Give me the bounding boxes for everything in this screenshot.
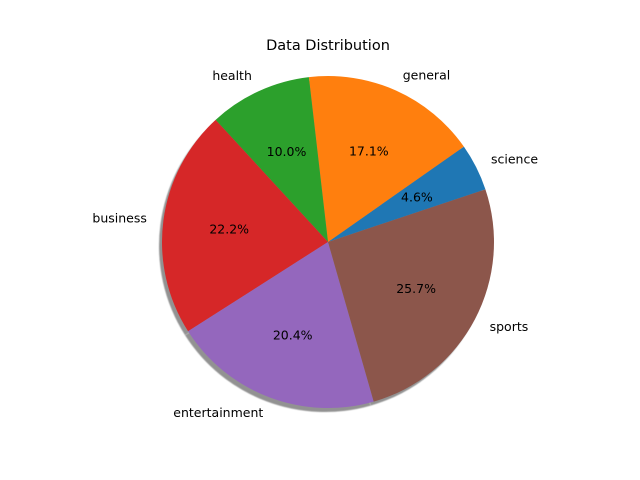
label-sports: sports	[490, 319, 529, 334]
percent-labels: 4.6% 17.1% 10.0% 22.2% 20.4% 25.7%	[209, 144, 436, 343]
label-business: business	[92, 210, 146, 225]
pie-slices	[162, 76, 494, 409]
slice-labels: science general health business entertainmen…	[92, 67, 538, 419]
slice-health	[215, 77, 328, 242]
label-general: general	[403, 67, 451, 82]
percent-business: 22.2%	[209, 222, 249, 237]
slice-science	[328, 146, 486, 242]
label-science: science	[491, 152, 538, 167]
slice-entertainment	[188, 242, 374, 409]
percent-entertainment: 20.4%	[273, 328, 313, 343]
label-health: health	[212, 68, 252, 83]
percent-health: 10.0%	[267, 144, 307, 159]
slice-general	[308, 76, 464, 242]
percent-sports: 25.7%	[396, 281, 436, 296]
percent-science: 4.6%	[401, 190, 433, 205]
label-entertainment: entertainment	[173, 405, 263, 420]
chart-title: Data Distribution	[266, 38, 390, 54]
slice-business	[162, 119, 328, 332]
percent-general: 17.1%	[349, 144, 389, 159]
slice-sports	[328, 189, 494, 402]
